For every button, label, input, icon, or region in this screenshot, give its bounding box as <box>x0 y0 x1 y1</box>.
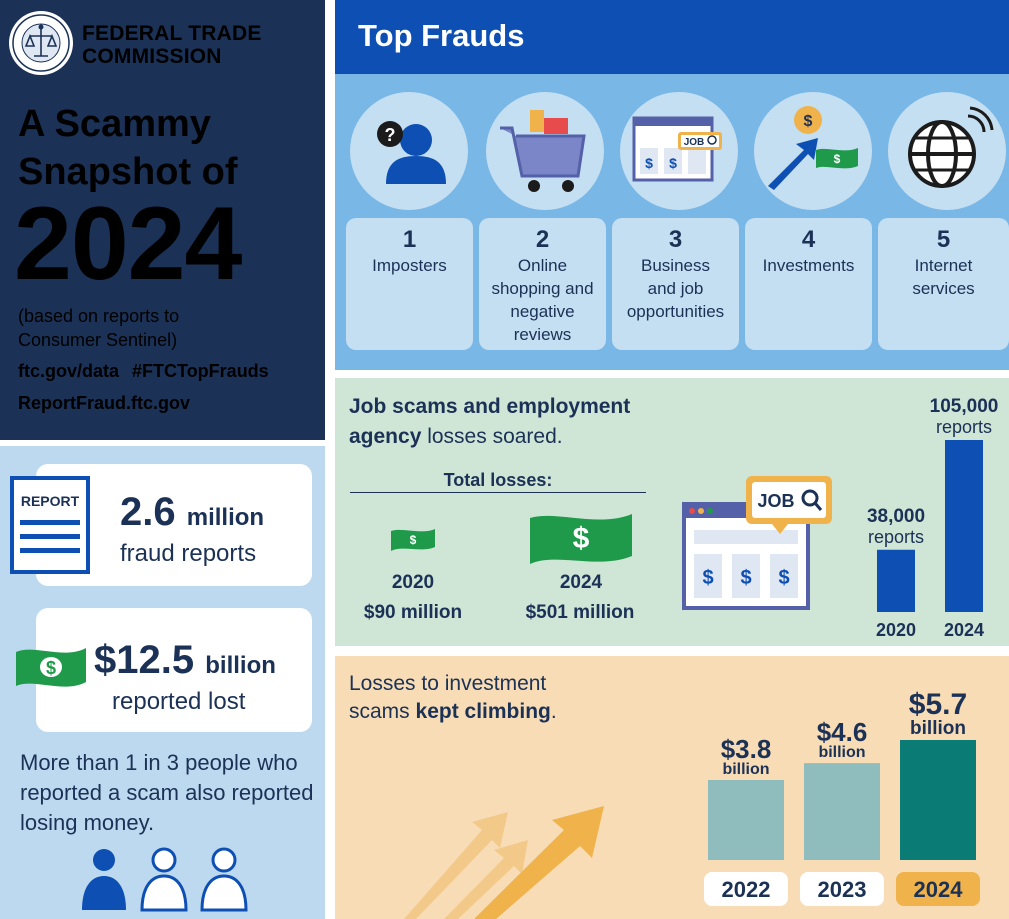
people-icon-group <box>82 847 248 912</box>
fraud-card-2: 2 Online shopping and negative reviews <box>479 218 606 350</box>
fraud-card-3: 3 Business and job opportunities <box>612 218 739 350</box>
shopping-cart-icon-circle <box>486 92 604 210</box>
investment-year-pill <box>704 872 788 906</box>
fraud-label: Imposters <box>372 256 447 275</box>
investment-value-label: $4.6 <box>817 717 868 747</box>
fraud-label: Business and job opportunities <box>626 256 725 321</box>
svg-text:$: $ <box>834 152 841 166</box>
svg-text:$: $ <box>740 567 751 589</box>
person-filled-icon <box>82 849 126 910</box>
money-large-icon: $ <box>530 514 632 564</box>
loss-amount-2020: $90 million <box>363 602 463 623</box>
top-frauds-title: Top Frauds <box>358 18 525 53</box>
investment-year-pill <box>800 872 884 906</box>
job-board-icon: $ $ JOB <box>632 116 722 182</box>
investment-bar-2022 <box>708 780 784 860</box>
report-icon-label: REPORT <box>21 493 80 509</box>
fraud-label: Investments <box>762 256 855 275</box>
ftc-seal-icon <box>9 11 73 75</box>
investment-year-label: 2022 <box>722 877 771 902</box>
job-reports-bar-2024 <box>945 440 983 612</box>
fraud-rank: 2 <box>535 226 550 253</box>
source-note: (based on reports to Consumer Sentinel) <box>18 306 180 350</box>
fraud-label: Online shopping and negative reviews <box>491 256 594 344</box>
investment-value-label: $5.7 <box>909 688 967 721</box>
investment-year-label: 2023 <box>818 877 867 902</box>
job-listing-illustration: $ $ $ JOB <box>682 476 832 610</box>
intro-panel <box>0 0 325 440</box>
job-reports-bar-2020 <box>877 549 915 612</box>
svg-text:JOB: JOB <box>757 491 794 511</box>
job-scams-title: Job scams and employment agency losses s… <box>349 395 631 448</box>
investment-value-label: $3.8 <box>721 734 772 764</box>
job-reports-unit-label: reports <box>936 417 992 437</box>
one-in-three-text: More than 1 in 3 people who reported a s… <box>20 750 314 835</box>
fraud-rank: 3 <box>668 226 683 253</box>
investment-arrow-icon-circle: $ $ <box>754 92 872 210</box>
top-frauds-header <box>335 0 1009 74</box>
job-reports-year-label: 2020 <box>876 620 916 640</box>
fraud-reports-value: 2.6 million <box>120 490 265 534</box>
money-small-icon: $ <box>391 529 435 551</box>
fraud-rank: 5 <box>936 226 951 253</box>
svg-text:?: ? <box>385 125 396 145</box>
headline-year: 2024 <box>14 186 242 302</box>
total-losses-label: Total losses: <box>350 470 646 493</box>
svg-text:$: $ <box>669 155 677 171</box>
investment-unit-label: billion <box>818 744 865 761</box>
person-outline-icon <box>200 847 248 912</box>
loss-year-2024: 2024 <box>559 572 603 593</box>
svg-text:$: $ <box>804 113 813 130</box>
money-icon: $ <box>16 648 86 687</box>
job-reports-value-label: 38,000 <box>867 506 925 527</box>
investment-year-label: 2024 <box>914 877 964 902</box>
headline: A Scammy Snapshot of <box>18 103 238 193</box>
investment-losses-chart: $3.8billion2022$4.6billion2023$5.7billio… <box>704 688 980 906</box>
loss-amount-2024: $501 million <box>525 602 635 623</box>
report-document-icon: REPORT <box>10 476 90 574</box>
money-symbol: $ <box>46 658 56 678</box>
reported-lost-value: $12.5 billion <box>94 638 276 682</box>
person-outline-icon <box>140 847 188 912</box>
globe-icon <box>908 106 994 188</box>
reported-lost-label: reported lost <box>112 688 246 715</box>
investment-arrow-icon: $ $ <box>768 106 858 190</box>
job-board-icon-circle: $ $ JOB <box>620 92 738 210</box>
fraud-rank: 1 <box>402 226 417 253</box>
data-links: ftc.gov/data #FTCTopFrauds <box>18 360 269 382</box>
investment-bar-2023 <box>804 763 880 860</box>
hashtag: #FTCTopFrauds <box>132 361 269 381</box>
svg-text:$: $ <box>645 155 653 171</box>
fraud-rank: 4 <box>801 226 816 253</box>
job-reports-unit-label: reports <box>868 527 924 547</box>
svg-text:$: $ <box>573 522 590 555</box>
svg-text:$: $ <box>410 533 417 547</box>
report-fraud-link[interactable]: ReportFraud.ftc.gov <box>18 393 191 413</box>
job-reports-value-label: 105,000 <box>930 396 999 417</box>
investment-bar-2024 <box>900 740 976 860</box>
loss-year-2020: 2020 <box>391 572 435 593</box>
fraud-label: Internet services <box>912 256 975 298</box>
svg-text:$: $ <box>702 567 713 589</box>
ftc-data-link[interactable]: ftc.gov/data <box>18 361 120 381</box>
fraud-reports-label: fraud reports <box>120 540 257 567</box>
investments-title: Losses to investment scams kept climbing… <box>349 672 557 723</box>
globe-icon-circle <box>888 92 1006 210</box>
job-reports-year-label: 2024 <box>944 620 984 640</box>
shopping-cart-icon <box>500 110 586 192</box>
svg-text:JOB: JOB <box>684 137 705 148</box>
imposter-icon-circle: ? <box>350 92 468 210</box>
imposter-icon: ? <box>377 121 446 184</box>
investment-year-pill <box>896 872 980 906</box>
fraud-card-4: 4 Investments <box>745 218 872 350</box>
agency-name: FEDERAL TRADE COMMISSION <box>82 22 262 68</box>
investment-unit-label: billion <box>722 761 769 778</box>
fraud-card-5: 5 Internet services <box>878 218 1009 350</box>
fraud-card-1: 1 Imposters <box>346 218 473 350</box>
svg-text:$: $ <box>778 567 789 589</box>
rising-arrows-icon <box>404 806 604 919</box>
investment-unit-label: billion <box>910 718 966 739</box>
